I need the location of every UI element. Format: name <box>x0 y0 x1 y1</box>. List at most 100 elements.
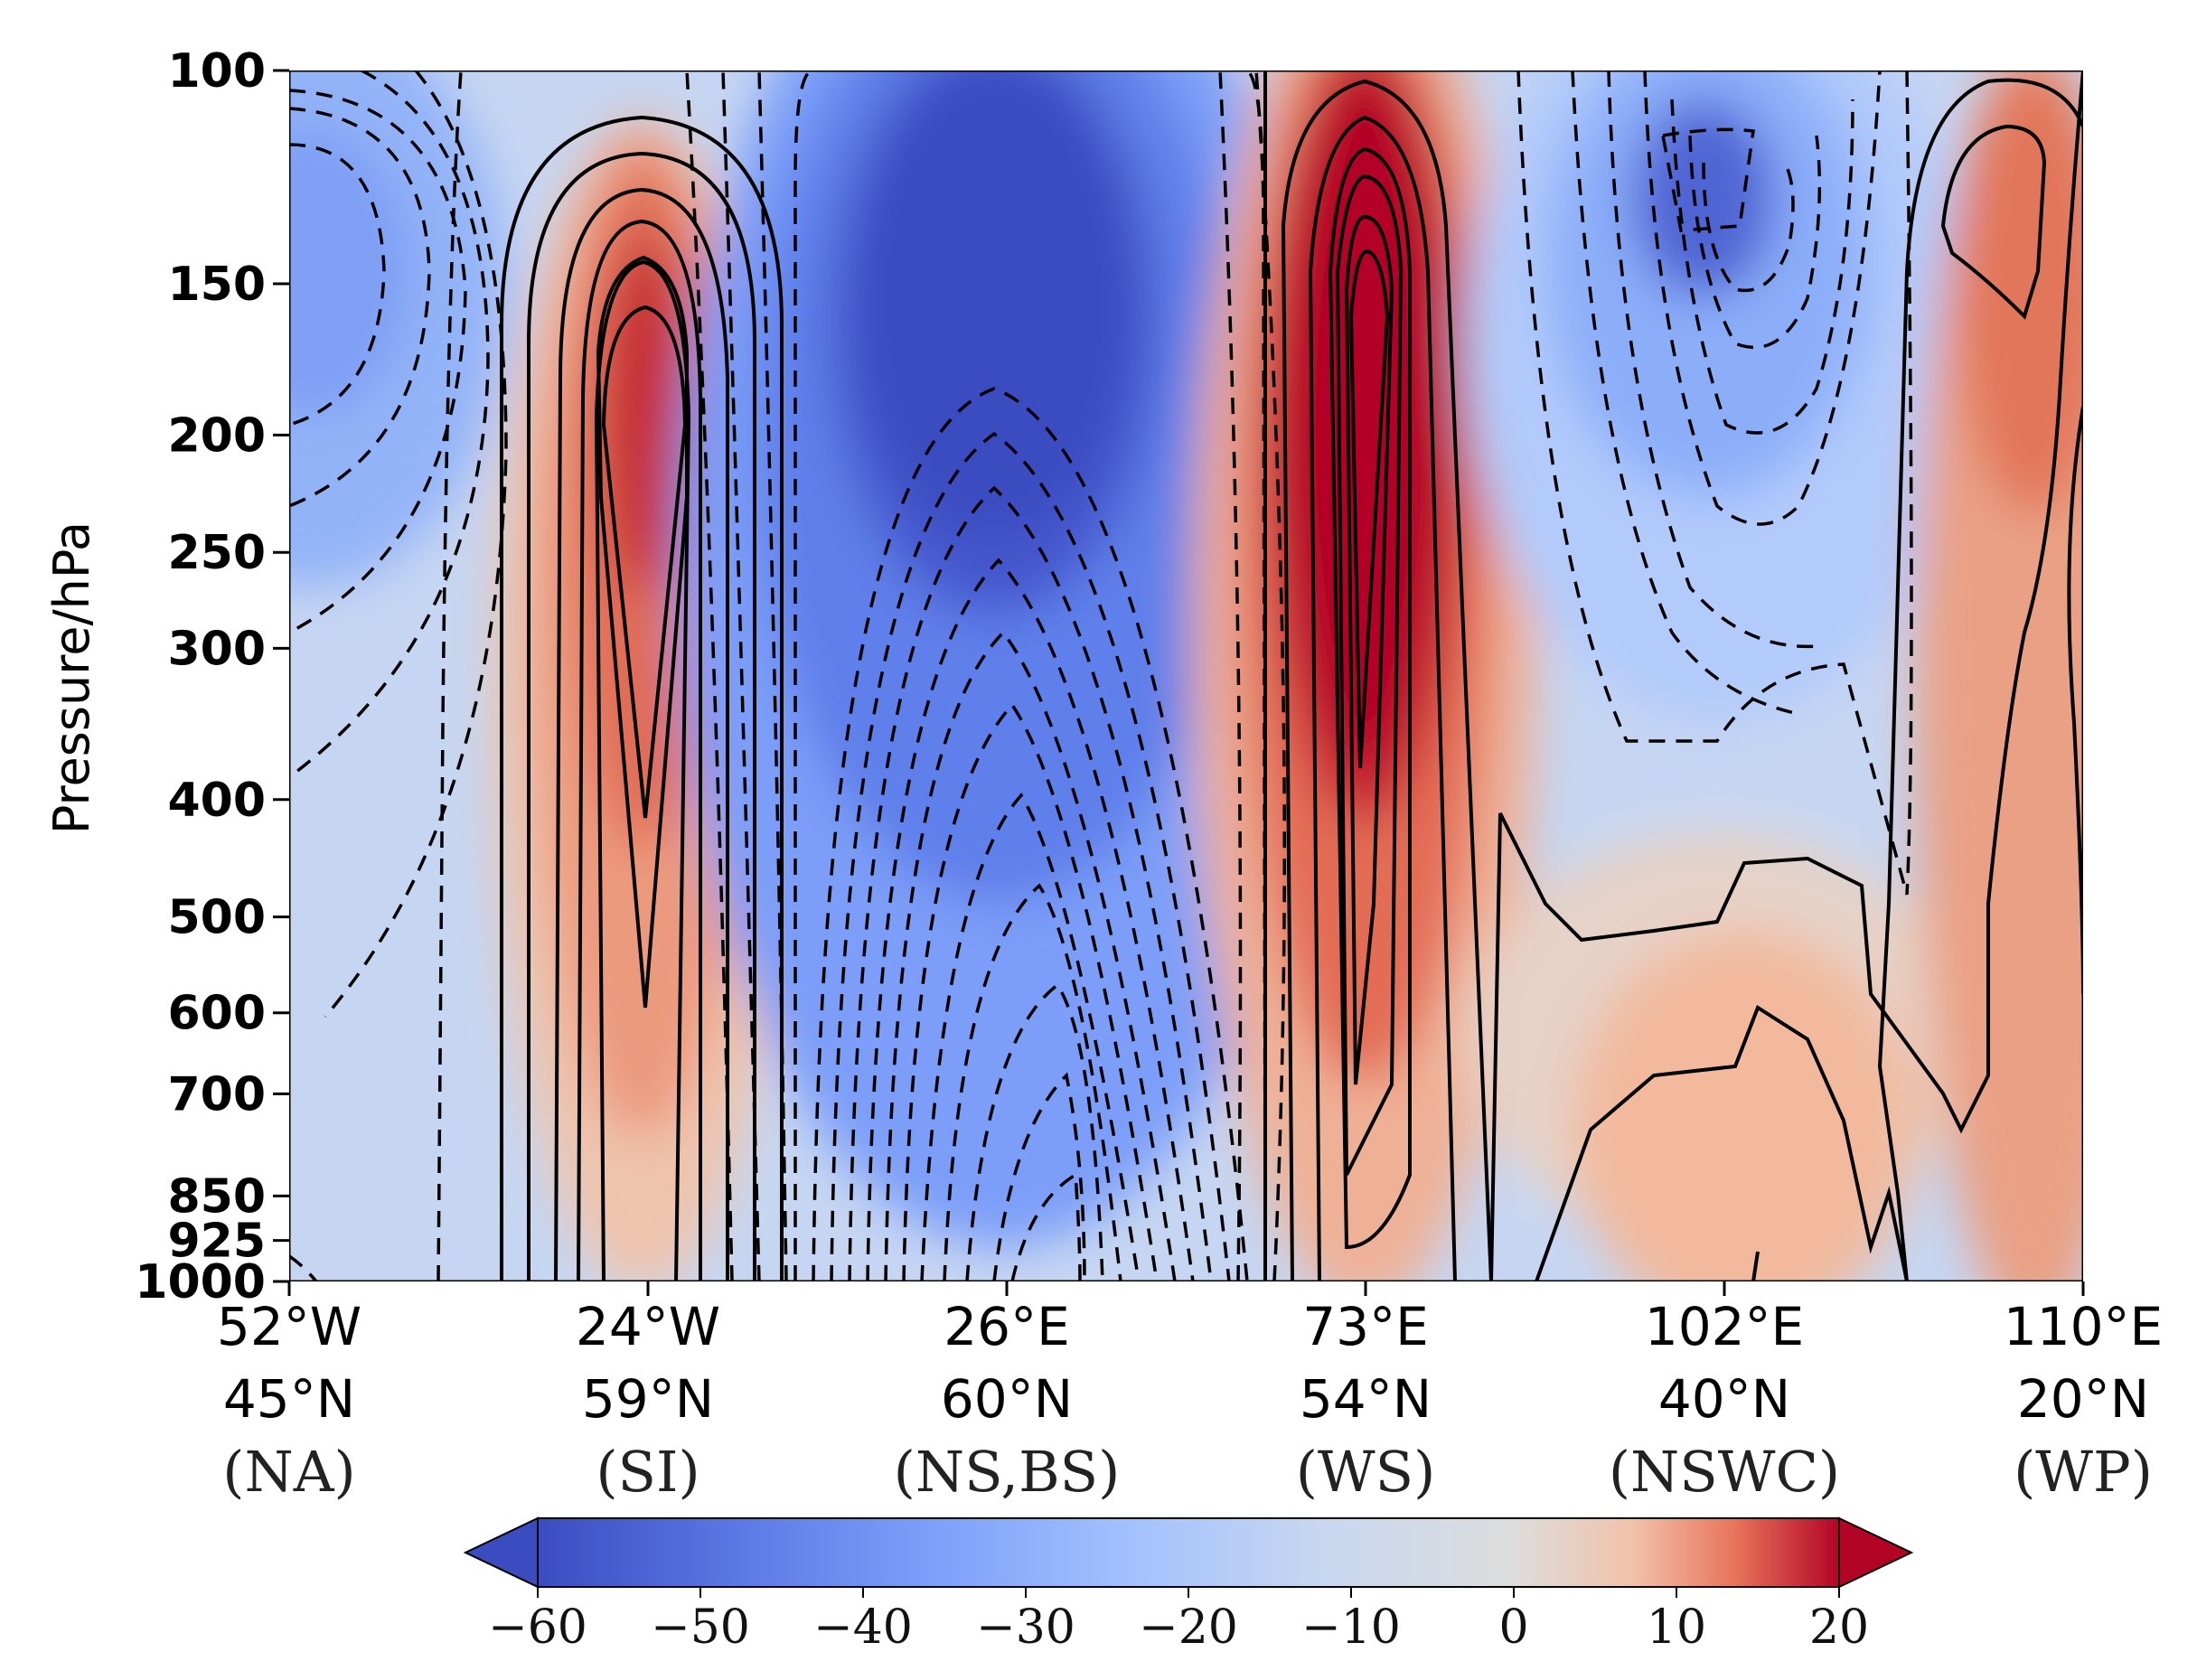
contour-ns-16 <box>721 70 761 1281</box>
contour-na-2 <box>289 107 431 508</box>
field-na-inner <box>289 127 411 416</box>
contour-ns-14 <box>757 70 788 1281</box>
contour-si-2 <box>527 151 756 1281</box>
x-tick-region: (NSWC) <box>1609 1439 1840 1505</box>
colorbar-tick-label: −10 <box>1301 1600 1401 1655</box>
y-tick-label: 925 <box>167 1215 266 1269</box>
contour-na-4 <box>289 70 490 779</box>
x-tick-lat: 45°N <box>223 1368 355 1430</box>
x-tick-lon: 110°E <box>2004 1296 2163 1357</box>
x-tick-lat: 60°N <box>941 1368 1073 1430</box>
contour-wp-1 <box>1877 78 2083 1281</box>
colorbar-tick-label: −20 <box>1139 1600 1238 1655</box>
field-ws-core <box>1283 72 1446 759</box>
contour-nswc-2 <box>1535 1005 1909 1281</box>
colorbar-extend-high <box>1838 1516 1914 1589</box>
contour-ns-10 <box>943 883 1122 1281</box>
contour-nswc-d6 <box>1688 135 1822 350</box>
contour-nswc-d1 <box>1516 70 1909 896</box>
x-tick-lat: 59°N <box>582 1368 714 1430</box>
y-tick-label: 1000 <box>135 1255 266 1309</box>
colorbar: −60 −50 −40 −30 −20 −10 0 10 20 <box>463 1516 1914 1655</box>
contour-lines <box>500 70 2083 1281</box>
y-tick-label: 400 <box>167 774 266 828</box>
contour-ws-2 <box>1281 79 1493 1281</box>
contour-si-5 <box>594 259 691 1281</box>
colorbar-tick-label: −50 <box>651 1600 750 1655</box>
contour-ns-8 <box>902 702 1159 1281</box>
x-tick-lon: 102°E <box>1645 1296 1804 1357</box>
x-tick-lat: 40°N <box>1658 1368 1790 1430</box>
contour-ns-15 <box>1254 70 1286 1281</box>
contour-wp-2 <box>1940 124 2047 320</box>
contour-si-4 <box>577 219 702 1281</box>
contour-sep-1 <box>437 70 463 1281</box>
contour-na-1 <box>289 143 386 427</box>
contour-ws-5 <box>1335 174 1404 1176</box>
contour-na-3 <box>289 89 467 634</box>
field-ns-core <box>859 70 1130 533</box>
x-tick-lon: 26°E <box>944 1296 1069 1357</box>
x-tick-lat: 54°N <box>1300 1368 1432 1430</box>
contour-na-5 <box>324 70 508 1018</box>
contour-ws-4 <box>1328 146 1412 1250</box>
dashed-contours <box>289 70 1913 1281</box>
contour-nswc-d3 <box>1607 70 1817 649</box>
contour-ns-12 <box>992 1072 1086 1281</box>
x-tick-lat: 20°N <box>2017 1368 2149 1430</box>
colorbar-extend-low <box>463 1516 539 1589</box>
contour-ns-4 <box>830 431 1231 1281</box>
contour-ns-9 <box>920 793 1141 1281</box>
y-axis-label: Pressure/hPa <box>43 521 100 834</box>
y-tick-label: 200 <box>167 408 266 463</box>
contour-ns-1 <box>793 70 814 1281</box>
y-tick-label: 500 <box>167 891 266 945</box>
contour-na-6 <box>289 1254 318 1281</box>
y-tick-label: 250 <box>167 526 266 580</box>
colorbar-tick-label: −60 <box>488 1600 587 1655</box>
colorbar-tick-label: 20 <box>1809 1600 1869 1655</box>
contour-si-6 <box>596 255 689 1009</box>
x-tick-region: (WS) <box>1296 1439 1436 1505</box>
colorbar-tick-label: −40 <box>813 1600 913 1655</box>
field-low-positive <box>1573 931 1916 1281</box>
contour-ns-6 <box>866 558 1195 1281</box>
contour-ns-2 <box>1245 70 1267 1281</box>
x-axis: 52°W 45°N (NA) 24°W 59°N (SI) 26°E 60°N (NS,BS) 7… <box>217 1281 2163 1505</box>
colorbar-tick-label: 0 <box>1498 1600 1528 1655</box>
contour-ns-3 <box>812 387 1249 1281</box>
contour-ws-6 <box>1344 214 1394 1085</box>
contour-si-1 <box>500 115 784 1281</box>
contour-nswc-1 <box>1489 70 2083 1281</box>
contour-nswc-d8 <box>1660 127 1755 232</box>
y-tick-label: 700 <box>167 1067 266 1122</box>
y-tick-label: 300 <box>167 622 266 676</box>
contour-si-7 <box>601 305 688 819</box>
y-tick-label: 850 <box>167 1169 266 1224</box>
contour-ns-18 <box>1218 70 1243 1281</box>
contour-ns-13 <box>1010 1172 1082 1281</box>
x-tick-region: (NA) <box>222 1439 355 1505</box>
y-tick-label: 150 <box>167 258 266 312</box>
x-tick-lon: 52°W <box>217 1296 361 1357</box>
contour-ns-17 <box>685 70 734 1281</box>
field-blobs <box>289 70 2083 1281</box>
colorbar-ticks: −60 −50 −40 −30 −20 −10 0 10 20 <box>488 1587 1869 1655</box>
colorbar-tick-label: 10 <box>1647 1600 1706 1655</box>
colorbar-tick-label: −30 <box>976 1600 1075 1655</box>
field-wp-core <box>1957 70 2083 515</box>
x-tick-region: (SI) <box>596 1439 699 1505</box>
contour-ws-3 <box>1308 115 1457 1281</box>
contour-nswc-3 <box>1751 1251 1760 1281</box>
y-tick-label: 600 <box>167 987 266 1041</box>
plot-area <box>289 70 2083 1281</box>
contour-nswc-d4 <box>1643 70 1882 526</box>
y-tick-label: 100 <box>167 44 266 99</box>
x-tick-lon: 24°W <box>576 1296 720 1357</box>
contour-nswc-d2 <box>1571 70 1799 716</box>
x-tick-lon: 73°E <box>1302 1296 1428 1357</box>
contour-ns-7 <box>884 630 1177 1281</box>
contour-si-3 <box>554 187 729 1281</box>
